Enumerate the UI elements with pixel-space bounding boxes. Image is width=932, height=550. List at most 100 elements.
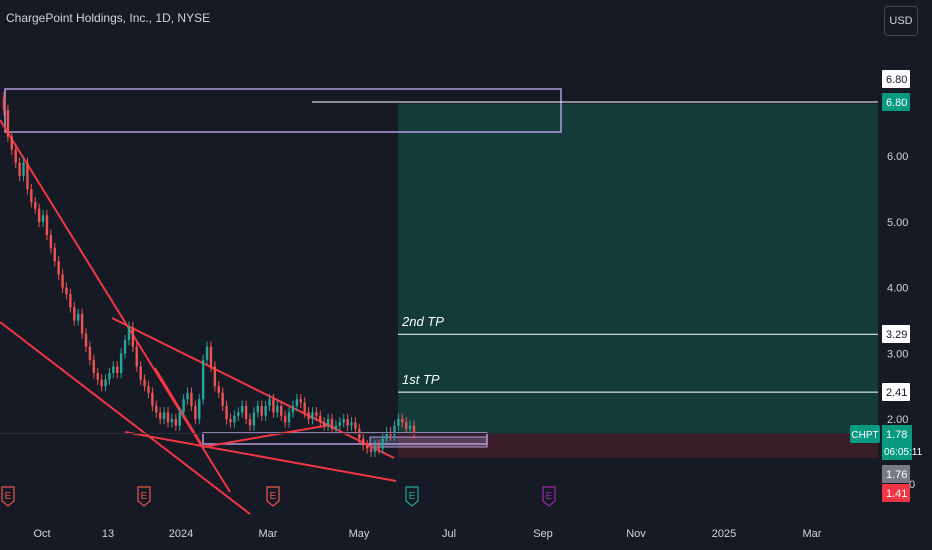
- candle-body: [401, 419, 404, 423]
- price-label-bg: [882, 465, 910, 483]
- earnings-marker-label: E: [270, 491, 277, 502]
- candle-body: [404, 422, 408, 429]
- candle-body: [34, 202, 37, 209]
- x-tick-label: Sep: [533, 528, 553, 540]
- y-tick-label: 5.00: [887, 217, 908, 229]
- currency-button[interactable]: USD: [884, 6, 918, 36]
- candle-body: [209, 346, 213, 367]
- candle-body: [381, 438, 384, 449]
- earnings-marker[interactable]: E: [1, 486, 15, 507]
- candle-body: [162, 412, 166, 419]
- x-tick-label: 13: [102, 528, 114, 540]
- candle-body: [412, 425, 416, 434]
- y-tick-label: 4.00: [887, 283, 908, 295]
- candle-body: [158, 412, 162, 419]
- earnings-marker-label: E: [546, 491, 553, 502]
- candle-body: [135, 346, 138, 367]
- candle-body: [41, 215, 45, 222]
- candle-body: [307, 412, 310, 419]
- candle-body: [26, 162, 29, 190]
- earnings-marker-shape: [266, 486, 280, 507]
- trendline[interactable]: [111, 317, 395, 459]
- candle-body: [287, 412, 291, 423]
- candle-body: [96, 373, 99, 380]
- price-label-text: 2.41: [886, 387, 907, 399]
- profit-zone[interactable]: [398, 103, 878, 434]
- candle-body: [299, 399, 302, 403]
- candle-body: [346, 419, 349, 426]
- candle-body: [237, 412, 240, 416]
- candle-body: [393, 425, 396, 436]
- price-label: 1.41: [882, 484, 910, 502]
- supply-zone-box[interactable]: [4, 88, 562, 133]
- earnings-marker[interactable]: E: [405, 486, 419, 507]
- candle-body: [139, 366, 142, 380]
- price-label: 6.80: [882, 70, 910, 88]
- candle-body: [116, 366, 119, 374]
- candle-body: [30, 189, 33, 203]
- price-label-bg: [882, 425, 912, 460]
- candle-body: [244, 405, 248, 419]
- price-label-text: 1.78: [886, 429, 907, 441]
- countdown-text: 06:05:11: [884, 447, 923, 458]
- price-label-bg: [882, 383, 910, 401]
- candle-body: [108, 373, 111, 380]
- earnings-marker[interactable]: E: [137, 486, 151, 507]
- candle-body: [338, 422, 342, 426]
- candle-body: [256, 405, 260, 413]
- earnings-marker-label: E: [5, 491, 12, 502]
- candle-body: [408, 425, 412, 429]
- price-label-text: 1.76: [886, 469, 907, 481]
- candle-body: [205, 346, 209, 360]
- candle-body: [190, 392, 193, 406]
- candle-body: [362, 438, 365, 446]
- candle-body: [73, 307, 76, 321]
- candle-body: [369, 448, 373, 452]
- candle-body: [326, 419, 330, 426]
- candle-body: [252, 412, 256, 426]
- candle-body: [147, 386, 150, 393]
- tp-annotation: 2nd TP: [401, 314, 444, 329]
- price-label-text: 6.80: [886, 74, 907, 86]
- trendline[interactable]: [202, 424, 331, 448]
- trendline[interactable]: [0, 321, 251, 515]
- candle-body: [143, 379, 146, 387]
- candle-body: [248, 419, 252, 426]
- candle-body: [131, 327, 135, 347]
- candle-body: [174, 419, 178, 426]
- candle-body: [112, 366, 115, 374]
- entry-zone-box[interactable]: [369, 436, 488, 448]
- price-label-text: 1.41: [886, 488, 907, 500]
- x-tick-label: 2024: [169, 528, 193, 540]
- candle-body: [283, 415, 287, 423]
- earnings-marker[interactable]: E: [266, 486, 280, 507]
- candle-body: [2, 97, 6, 111]
- candle-body: [354, 422, 357, 429]
- candle-body: [334, 425, 338, 429]
- candle-body: [377, 445, 381, 449]
- candle-body: [229, 419, 232, 423]
- loss-zone[interactable]: [398, 433, 878, 458]
- x-tick-label: Jul: [442, 528, 456, 540]
- candle-body: [198, 399, 201, 419]
- candle-body: [291, 405, 295, 413]
- earnings-marker[interactable]: E: [542, 486, 556, 507]
- trendline[interactable]: [124, 431, 397, 482]
- candle-body: [49, 235, 53, 249]
- candle-body: [100, 379, 103, 387]
- x-tick-label: May: [349, 528, 370, 540]
- candle-body: [373, 445, 377, 452]
- candle-body: [178, 412, 181, 426]
- candle-body: [365, 445, 369, 449]
- candle-body: [88, 346, 92, 360]
- symbol-tag: CHPT: [851, 430, 878, 441]
- x-tick-label: 2025: [712, 528, 736, 540]
- candle-body: [268, 399, 271, 406]
- candle-body: [119, 353, 123, 374]
- candle-body: [260, 405, 263, 416]
- candle-body: [303, 402, 306, 413]
- candle-body: [280, 405, 283, 416]
- y-tick-label-partial: 0: [909, 479, 915, 491]
- candle-body: [37, 208, 41, 222]
